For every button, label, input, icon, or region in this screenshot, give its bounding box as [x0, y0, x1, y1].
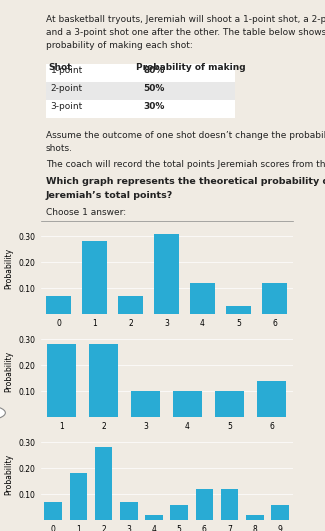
Y-axis label: Probability: Probability — [4, 351, 13, 392]
Bar — [262, 283, 287, 314]
X-axis label: Total points: Total points — [143, 333, 190, 342]
Text: shots.: shots. — [46, 144, 73, 153]
Text: 30%: 30% — [143, 102, 165, 111]
Bar — [89, 345, 118, 417]
Text: Probability of making: Probability of making — [136, 63, 246, 72]
Bar — [82, 241, 107, 314]
Text: Assume the outcome of one shot doesn’t change the probability of other: Assume the outcome of one shot doesn’t c… — [46, 131, 325, 140]
Bar — [70, 474, 87, 520]
Bar — [173, 391, 202, 417]
Text: Which graph represents the theoretical probability distribution of: Which graph represents the theoretical p… — [46, 177, 325, 186]
Bar — [46, 296, 71, 314]
Text: 3-point: 3-point — [51, 102, 83, 111]
Bar — [145, 515, 163, 520]
Bar — [226, 306, 251, 314]
Circle shape — [0, 406, 5, 420]
Bar — [257, 381, 286, 417]
Bar — [154, 234, 179, 314]
Text: 1-point: 1-point — [51, 66, 83, 75]
X-axis label: Total points: Total points — [143, 437, 190, 446]
FancyBboxPatch shape — [46, 100, 235, 118]
Bar — [215, 391, 244, 417]
Bar — [190, 283, 215, 314]
Bar — [170, 505, 188, 520]
Text: At basketball tryouts, Jeremiah will shoot a 1-point shot, a 2-point shot,: At basketball tryouts, Jeremiah will sho… — [46, 15, 325, 24]
Y-axis label: Probability: Probability — [4, 248, 13, 289]
FancyBboxPatch shape — [46, 82, 235, 100]
Bar — [45, 502, 62, 520]
Text: 50%: 50% — [143, 84, 165, 93]
Bar — [271, 505, 289, 520]
Text: 80%: 80% — [143, 66, 165, 75]
Bar — [246, 515, 264, 520]
Bar — [120, 502, 137, 520]
Bar — [131, 391, 160, 417]
Text: Jeremiah’s total points?: Jeremiah’s total points? — [46, 191, 173, 200]
Text: The coach will record the total points Jeremiah scores from these 3 shots.: The coach will record the total points J… — [46, 160, 325, 169]
Text: Choose 1 answer:: Choose 1 answer: — [46, 208, 126, 217]
Bar — [95, 448, 112, 520]
Bar — [196, 489, 213, 520]
Bar — [47, 345, 76, 417]
FancyBboxPatch shape — [46, 64, 235, 82]
Text: and a 3-point shot one after the other. The table below shows Jeremiah’s: and a 3-point shot one after the other. … — [46, 28, 325, 37]
Text: 2-point: 2-point — [51, 84, 83, 93]
Y-axis label: Probability: Probability — [4, 454, 13, 495]
Bar — [118, 296, 143, 314]
Bar — [221, 489, 238, 520]
Text: Shot: Shot — [48, 63, 72, 72]
Text: probability of making each shot:: probability of making each shot: — [46, 41, 192, 50]
